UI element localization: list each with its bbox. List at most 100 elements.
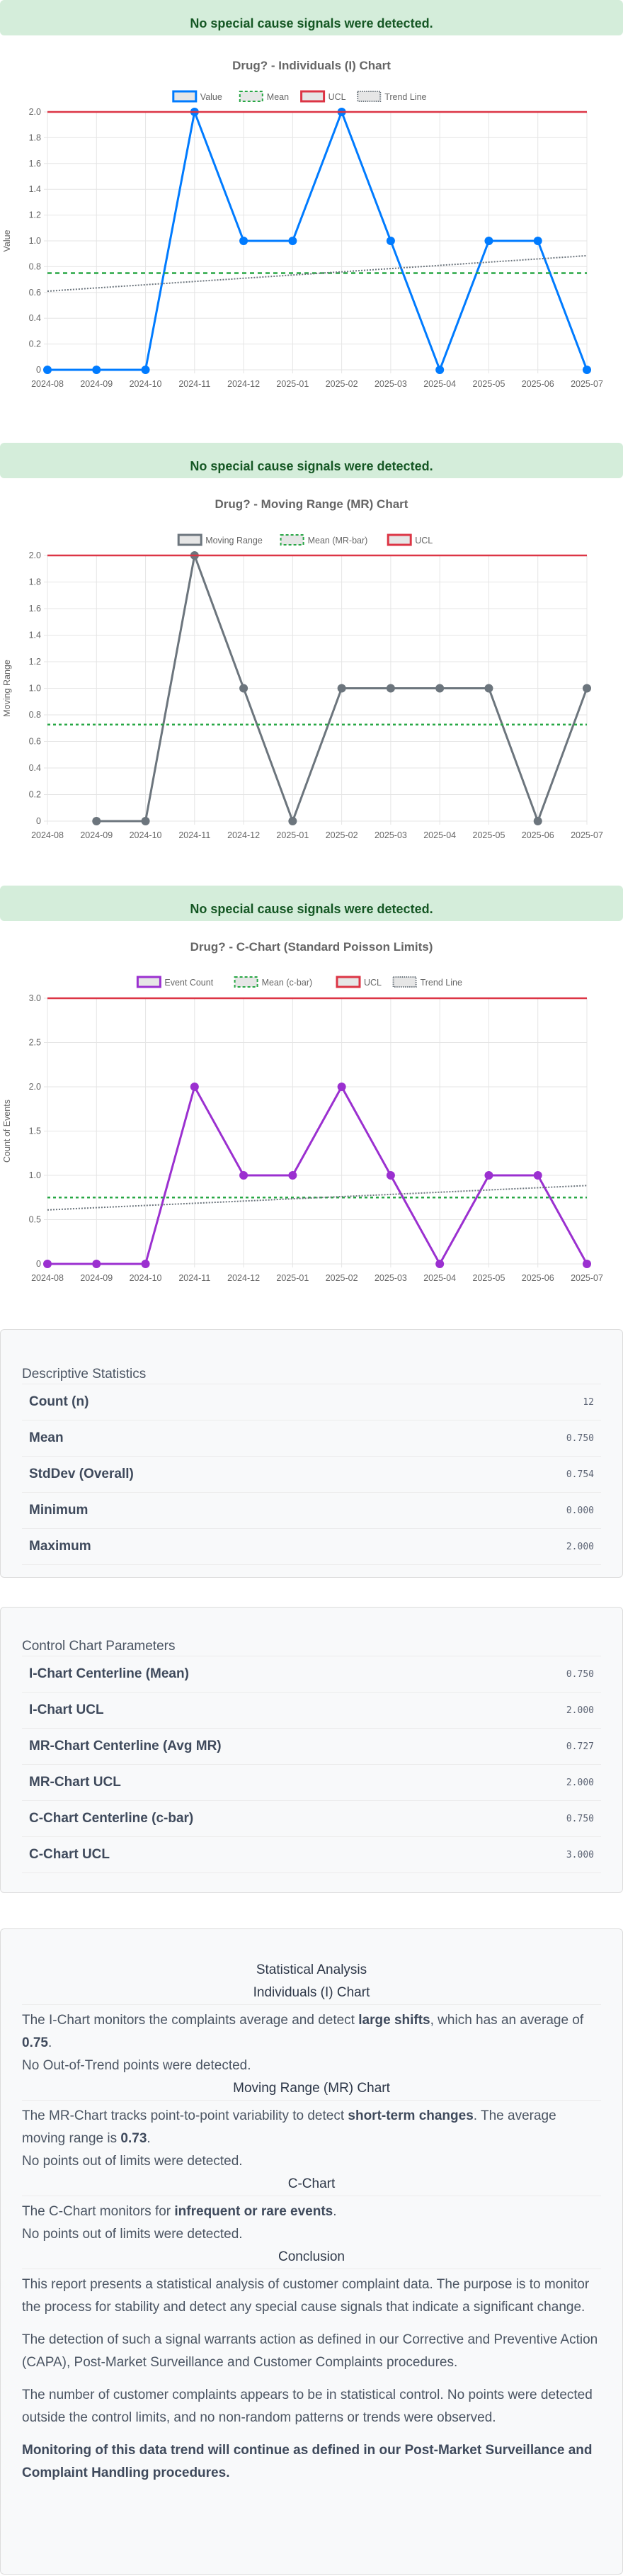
x-tick-label: 2024-11 xyxy=(178,1273,210,1283)
x-tick-label: 2025-05 xyxy=(473,1273,505,1283)
data-point[interactable] xyxy=(92,1260,101,1268)
legend-label: Event Count xyxy=(164,978,213,988)
data-point[interactable] xyxy=(484,237,493,245)
x-tick-label: 2025-07 xyxy=(571,1273,603,1283)
series-line xyxy=(47,1185,588,1211)
data-point[interactable] xyxy=(92,817,101,825)
x-tick-label: 2025-01 xyxy=(276,1273,309,1283)
data-point[interactable] xyxy=(484,1171,493,1180)
legend-item[interactable]: Mean (c-bar) xyxy=(234,976,313,988)
data-point[interactable] xyxy=(92,366,101,374)
stat-value: 2.000 xyxy=(566,1705,594,1716)
legend-item[interactable]: UCL xyxy=(387,533,433,546)
series-line xyxy=(47,1084,588,1267)
x-tick-label: 2024-09 xyxy=(80,379,113,389)
data-point[interactable] xyxy=(288,817,297,825)
data-point[interactable] xyxy=(141,817,150,825)
data-point[interactable] xyxy=(43,1260,52,1268)
chart-legend: Event Count Mean (c-bar) UCL Trend Line xyxy=(136,976,462,988)
data-point[interactable] xyxy=(337,684,346,693)
y-tick-label: 1.2 xyxy=(29,210,41,220)
data-point[interactable] xyxy=(583,684,591,693)
data-point[interactable] xyxy=(141,1260,150,1268)
legend-item[interactable]: UCL xyxy=(300,90,346,103)
stat-row: C-Chart Centerline (c-bar) 0.750 xyxy=(22,1801,601,1837)
data-point[interactable] xyxy=(190,1083,199,1091)
legend-swatch-icon xyxy=(177,533,202,546)
data-point[interactable] xyxy=(435,1260,445,1268)
legend-item[interactable]: Event Count xyxy=(136,976,214,988)
data-point[interactable] xyxy=(484,684,493,693)
data-point[interactable] xyxy=(435,684,445,693)
chart-legend: Value Mean UCL Trend Line xyxy=(172,90,427,103)
legend-swatch-icon xyxy=(357,91,382,102)
data-point[interactable] xyxy=(533,237,542,245)
legend-item[interactable]: UCL xyxy=(336,976,382,988)
x-tick-label: 2025-06 xyxy=(522,379,554,389)
c-chart-analysis-text: The C-Chart monitors for infrequent or r… xyxy=(22,2204,337,2219)
data-point[interactable] xyxy=(386,684,395,693)
legend-label: UCL xyxy=(415,536,433,546)
conclusion-heading: Conclusion xyxy=(22,2246,601,2269)
data-point[interactable] xyxy=(288,237,297,245)
i-chart-signal-banner: No special cause signals were detected. xyxy=(0,0,623,35)
data-point[interactable] xyxy=(43,366,52,374)
x-tick-label: 2025-02 xyxy=(326,1273,358,1283)
data-point[interactable] xyxy=(386,1171,395,1180)
chart-grid xyxy=(44,111,588,373)
x-tick-label: 2024-12 xyxy=(227,1273,260,1283)
x-tick-label: 2024-08 xyxy=(31,379,64,389)
stat-value: 2.000 xyxy=(566,1777,594,1788)
control-chart-parameters-title: Control Chart Parameters xyxy=(22,1637,601,1656)
stat-label: Maximum xyxy=(29,1539,91,1554)
x-tick-label: 2024-10 xyxy=(130,379,162,389)
series-line xyxy=(47,108,588,373)
legend-label: Value xyxy=(200,92,222,102)
legend-item[interactable]: Value xyxy=(172,90,222,103)
y-axis-label: Value xyxy=(2,230,12,252)
data-point[interactable] xyxy=(386,237,395,245)
stat-row: Maximum 2.000 xyxy=(22,1529,601,1565)
data-point[interactable] xyxy=(533,1171,542,1180)
data-point[interactable] xyxy=(435,366,445,374)
y-axis-label: Count of Events xyxy=(2,1100,12,1163)
stat-value: 3.000 xyxy=(566,1849,594,1860)
legend-item[interactable]: Moving Range xyxy=(177,533,263,546)
stat-label: MR-Chart Centerline (Avg MR) xyxy=(29,1739,222,1753)
stat-label: MR-Chart UCL xyxy=(29,1775,121,1790)
descriptive-statistics-card: Descriptive Statistics Count (n) 12 Mean 0.… xyxy=(0,1329,623,1578)
stat-label: StdDev (Overall) xyxy=(29,1467,134,1481)
i-chart: Drug? - Individuals (I) Chart Value Mean UC… xyxy=(0,43,623,411)
y-tick-label: 0.8 xyxy=(29,261,41,271)
y-tick-label: 0 xyxy=(36,816,41,826)
legend-swatch-icon xyxy=(280,534,304,546)
data-point[interactable] xyxy=(239,1171,248,1180)
legend-item[interactable]: Trend Line xyxy=(357,91,427,102)
stat-row: MR-Chart Centerline (Avg MR) 0.727 xyxy=(22,1729,601,1765)
data-point[interactable] xyxy=(337,1083,346,1091)
legend-label: Trend Line xyxy=(421,978,462,988)
stat-label: I-Chart UCL xyxy=(29,1702,104,1717)
chart-title: Drug? - Moving Range (MR) Chart xyxy=(215,497,408,511)
data-point[interactable] xyxy=(583,366,591,374)
stat-value: 2.000 xyxy=(566,1541,594,1552)
data-point[interactable] xyxy=(533,817,542,825)
stat-row: Count (n) 12 xyxy=(22,1384,601,1420)
data-point[interactable] xyxy=(583,1260,591,1268)
stat-value: 0.754 xyxy=(566,1469,594,1480)
y-tick-label: 1.2 xyxy=(29,657,41,667)
x-tick-label: 2024-11 xyxy=(178,379,210,389)
stat-row: Mean 0.750 xyxy=(22,1420,601,1457)
y-tick-label: 1.8 xyxy=(29,132,41,142)
data-point[interactable] xyxy=(239,684,248,693)
data-point[interactable] xyxy=(239,237,248,245)
c-chart-analysis-heading: C-Chart xyxy=(22,2173,601,2196)
data-point[interactable] xyxy=(141,366,150,374)
stat-row: I-Chart Centerline (Mean) 0.750 xyxy=(22,1656,601,1693)
legend-item[interactable]: Trend Line xyxy=(392,976,462,988)
legend-item[interactable]: Mean (MR-bar) xyxy=(280,534,368,546)
data-point[interactable] xyxy=(288,1171,297,1180)
x-tick-label: 2024-12 xyxy=(227,379,260,389)
legend-label: Moving Range xyxy=(205,536,263,546)
legend-item[interactable]: Mean xyxy=(239,91,289,102)
